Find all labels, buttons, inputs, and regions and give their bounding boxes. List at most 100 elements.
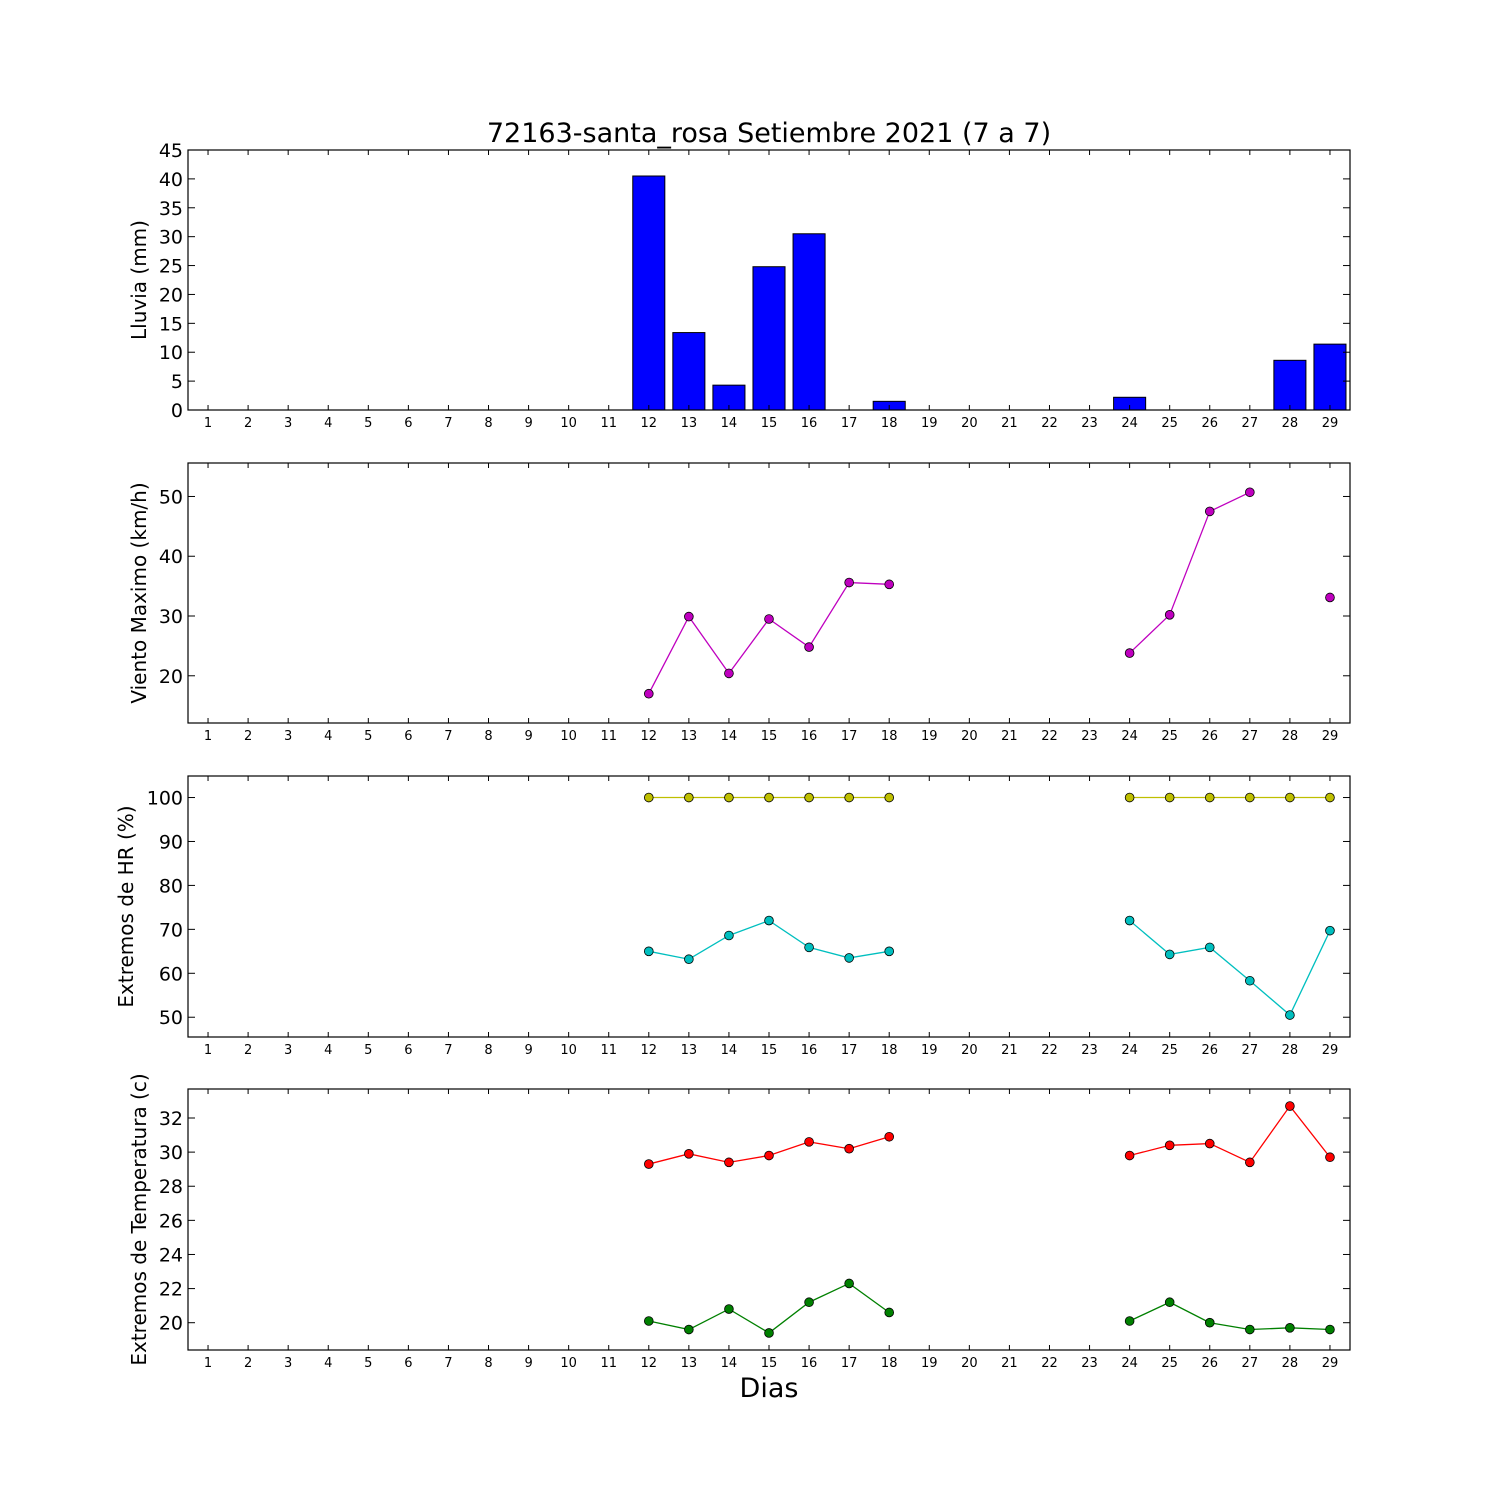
temperature-series-1-point-day-24 [1124, 1316, 1135, 1326]
humidity-series-0-point-day-25 [1164, 792, 1175, 803]
rain-bar-day-16 [792, 233, 826, 411]
rain-xtick-label: 18 [881, 416, 898, 431]
humidity-xtick-label: 24 [1121, 1043, 1138, 1058]
wind-xtick-label: 14 [721, 729, 738, 744]
humidity-xtick-label: 23 [1081, 1043, 1098, 1058]
humidity-ytick-label: 50 [159, 1007, 183, 1029]
temperature-ytick-label: 24 [159, 1244, 183, 1266]
temperature-xtick-label: 2 [244, 1356, 252, 1371]
humidity-series-1-point-day-18 [884, 946, 895, 957]
humidity-xtick-label: 22 [1041, 1043, 1058, 1058]
humidity-series-0-point-day-24 [1124, 792, 1135, 803]
temperature-xtick-label: 23 [1081, 1356, 1098, 1371]
temperature-series-1-point-day-25 [1164, 1297, 1175, 1308]
temperature-series-0-point-day-29 [1325, 1152, 1335, 1163]
temperature-xtick-label: 24 [1121, 1356, 1138, 1371]
wind-xtick-label: 27 [1242, 729, 1259, 744]
wind-xtick-label: 2 [244, 729, 252, 744]
temperature-xtick-label: 17 [841, 1356, 858, 1371]
rain-bar-day-13 [672, 332, 706, 411]
rain-xtick-label: 20 [961, 416, 978, 431]
humidity-xtick-label: 5 [364, 1043, 372, 1058]
humidity-series-0-point-day-18 [884, 792, 895, 803]
temperature-xtick-label: 7 [444, 1356, 452, 1371]
humidity-series-0-point-day-27 [1245, 792, 1255, 803]
humidity-ytick-label: 100 [147, 788, 183, 810]
rain-panel: 1 2 3 4 5 6 7 8 9 10 11 12 13 14 15 16 17 18 19 20 21 22 23 24 2… [127, 140, 1351, 431]
temperature-xtick-label: 3 [284, 1356, 292, 1371]
humidity-series-1-point-day-25 [1164, 949, 1175, 960]
temperature-series-1-point-day-27 [1245, 1324, 1255, 1335]
humidity-xtick-label: 21 [1001, 1043, 1018, 1058]
humidity-xtick-label: 4 [324, 1043, 332, 1058]
temperature-series-1-point-day-17 [844, 1278, 854, 1289]
wind-series-0-point-day-18 [884, 579, 895, 590]
wind-xtick-label: 9 [524, 729, 532, 744]
rain-bar-day-15 [752, 266, 786, 411]
wind-xtick-label: 26 [1201, 729, 1218, 744]
humidity-xtick-label: 20 [961, 1043, 978, 1058]
humidity-ytick-label: 60 [159, 963, 183, 985]
humidity-series-1-point-day-13 [684, 954, 694, 965]
humidity-series-0-point-day-26 [1204, 792, 1215, 803]
wind-xtick-label: 29 [1322, 729, 1339, 744]
humidity-xtick-label: 7 [444, 1043, 452, 1058]
humidity-series-1-point-day-14 [724, 930, 734, 941]
wind-series-0-point-day-26 [1204, 506, 1215, 517]
humidity-series-0-point-day-17 [844, 792, 854, 803]
temperature-series-0-line-1 [1129, 1104, 1331, 1164]
humidity-series-0-point-day-13 [684, 792, 694, 803]
temperature-xtick-label: 15 [761, 1356, 778, 1371]
wind-series-0-point-day-27 [1245, 487, 1255, 498]
humidity-xtick-label: 18 [881, 1043, 898, 1058]
wind-xtick-label: 28 [1282, 729, 1299, 744]
humidity-xtick-label: 29 [1322, 1043, 1339, 1058]
humidity-xtick-label: 17 [841, 1043, 858, 1058]
temperature-series-0-point-day-12 [643, 1159, 654, 1169]
humidity-axes-frame [187, 775, 1351, 1038]
temperature-series-0-point-day-16 [804, 1137, 814, 1147]
wind-xtick-label: 15 [761, 729, 778, 744]
wind-series-0-point-day-24 [1124, 648, 1135, 658]
temperature-series-0-point-day-17 [844, 1143, 854, 1154]
temperature-xtick-label: 19 [921, 1356, 938, 1371]
wind-xtick-label: 10 [560, 729, 577, 744]
wind-series-0-line-1 [1129, 491, 1251, 654]
wind-xtick-label: 25 [1161, 729, 1178, 744]
humidity-series-0-point-day-29 [1325, 792, 1335, 803]
rain-xtick-label: 25 [1161, 416, 1178, 431]
humidity-series-0-point-day-14 [724, 792, 734, 803]
temperature-series-0-point-day-26 [1204, 1138, 1215, 1149]
humidity-series-0-point-day-12 [643, 792, 654, 803]
temperature-y-axis-label: Extremos de Temperatura (c) [127, 1073, 151, 1365]
humidity-series-1-point-day-26 [1204, 942, 1215, 953]
wind-xtick-label: 3 [284, 729, 292, 744]
wind-series-0-point-day-15 [764, 614, 774, 624]
temperature-panel: 1 2 3 4 5 6 7 8 9 10 11 12 13 14 15 16 17 18 19 20 21 22 23 24 2… [127, 1073, 1351, 1371]
wind-series-0-point-day-13 [684, 611, 694, 622]
temperature-series-0-point-day-24 [1124, 1150, 1135, 1161]
temperature-series-1-point-day-16 [804, 1297, 814, 1308]
wind-xtick-label: 4 [324, 729, 332, 744]
rain-xtick-label: 12 [641, 416, 658, 431]
humidity-xtick-label: 8 [484, 1043, 492, 1058]
rain-ytick-label: 25 [159, 256, 183, 278]
rain-bar-day-28 [1273, 359, 1307, 411]
temperature-series-0-point-day-28 [1285, 1101, 1295, 1111]
temperature-xtick-label: 16 [801, 1356, 818, 1371]
humidity-series-1-point-day-16 [804, 942, 814, 953]
humidity-xtick-label: 6 [404, 1043, 412, 1058]
rain-ytick-label: 15 [159, 313, 183, 335]
rain-ytick-label: 45 [159, 140, 183, 162]
rain-xtick-label: 10 [560, 416, 577, 431]
temperature-series-0-point-day-13 [684, 1149, 694, 1159]
rain-xtick-label: 21 [1001, 416, 1018, 431]
temperature-xtick-label: 12 [641, 1356, 658, 1371]
temperature-series-1-point-day-12 [643, 1316, 654, 1326]
humidity-series-1-point-day-27 [1245, 975, 1255, 986]
temperature-ytick-label: 30 [159, 1142, 183, 1164]
wind-xtick-label: 8 [484, 729, 492, 744]
rain-xtick-label: 28 [1282, 416, 1299, 431]
rain-xtick-label: 5 [364, 416, 372, 431]
rain-ytick-label: 20 [159, 284, 183, 306]
